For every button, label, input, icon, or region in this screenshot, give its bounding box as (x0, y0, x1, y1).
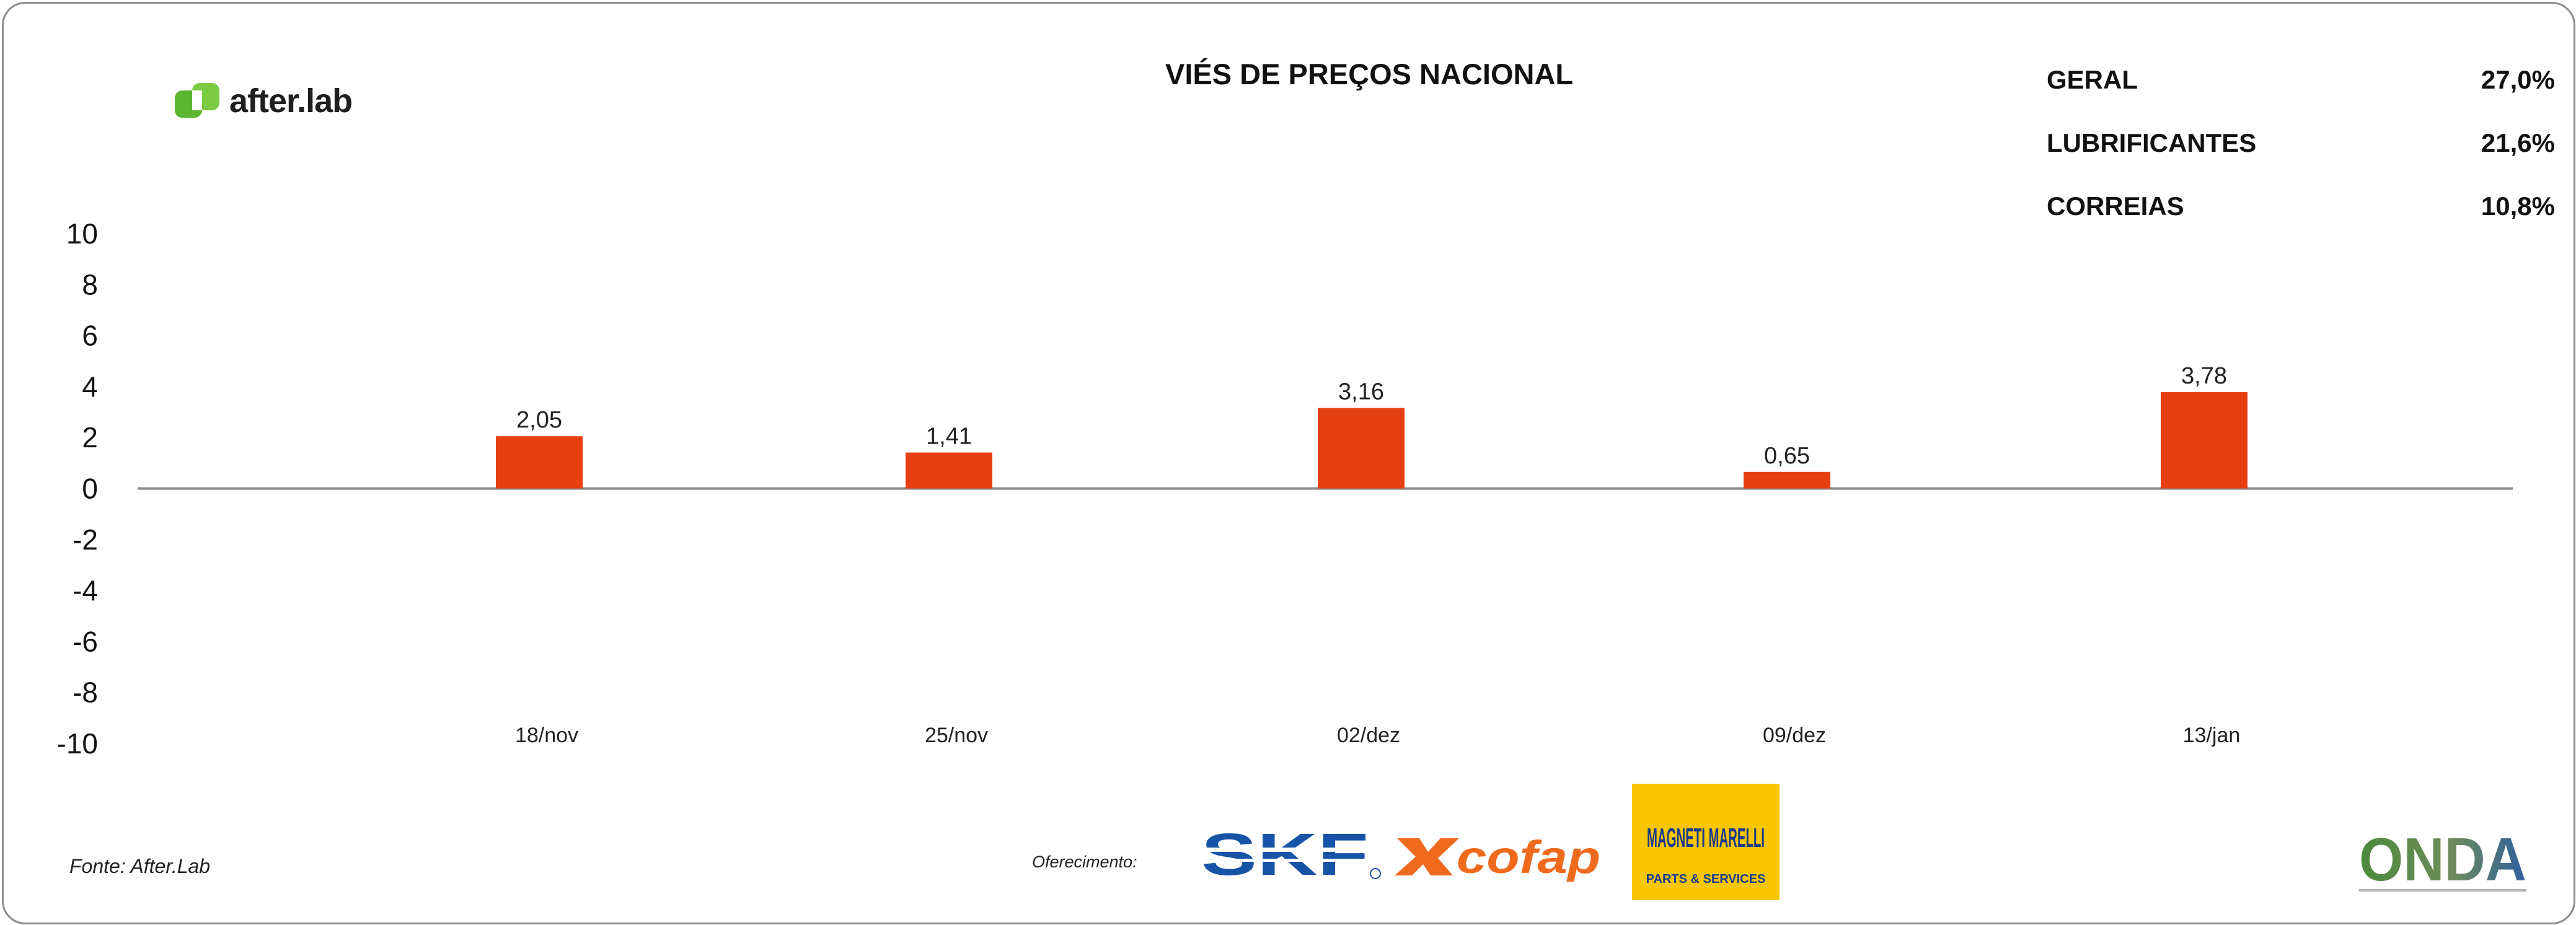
y-tick-label: -10 (57, 727, 98, 760)
stat-row-correias: CORREIAS 10,8% (2047, 175, 2555, 238)
afterlab-logo: after.lab (175, 79, 353, 123)
magneti-parts-text: PARTS & SERVICES (1646, 872, 1766, 886)
y-tick-label: -6 (73, 625, 98, 657)
cofap-logo: cofap (1395, 827, 1605, 883)
y-tick-label: -4 (73, 574, 98, 607)
magneti-marelli-logo: MAGNETI MARELLI PARTS & SERVICES (1632, 784, 1780, 900)
stat-label: GERAL (2047, 65, 2138, 94)
bar-value-label: 3,16 (1338, 379, 1384, 405)
afterlab-logo-icon (175, 82, 221, 120)
onda-logo-text: ONDA (2359, 827, 2526, 893)
y-tick-label: 4 (82, 370, 98, 403)
y-tick-label: 8 (82, 268, 98, 300)
bar-value-label: 3,78 (2181, 363, 2227, 389)
stats-panel: GERAL 27,0% LUBRIFICANTES 21,6% CORREIAS… (2047, 48, 2555, 238)
stat-label: LUBRIFICANTES (2047, 128, 2257, 157)
skf-logo: SKF (1201, 822, 1381, 888)
skf-logo-text: SKF (1201, 829, 1369, 880)
x-category-label: 13/jan (2183, 724, 2241, 747)
y-tick-label: 0 (82, 473, 98, 505)
chart-title: VIÉS DE PREÇOS NACIONAL (1165, 58, 1574, 90)
bar (1318, 408, 1405, 489)
bar-value-label: 1,41 (926, 423, 972, 449)
y-tick-label: 2 (82, 421, 98, 454)
stat-value: 10,8% (2481, 191, 2555, 221)
bar (2161, 392, 2247, 489)
cofap-logo-text: cofap (1457, 831, 1600, 882)
x-category-label: 18/nov (515, 724, 578, 747)
afterlab-logo-text: after.lab (229, 82, 353, 120)
y-tick-label: 6 (82, 320, 98, 352)
onda-logo: ONDA (2355, 825, 2535, 901)
bar-value-label: 2,05 (516, 407, 562, 433)
bar (906, 452, 992, 489)
x-category-label: 02/dez (1337, 724, 1400, 747)
source-note: Fonte: After.Lab (69, 855, 211, 877)
stat-label: CORREIAS (2047, 191, 2184, 221)
bar (496, 436, 583, 489)
bar (1744, 471, 1830, 489)
stat-value: 27,0% (2481, 65, 2555, 94)
sponsor-label: Oferecimento: (1032, 853, 1137, 871)
bar-value-label: 0,65 (1764, 443, 1810, 469)
y-tick-label: 10 (66, 217, 98, 250)
stat-row-lubrificantes: LUBRIFICANTES 21,6% (2047, 112, 2555, 175)
x-category-label: 25/nov (925, 724, 988, 747)
magneti-logo-text: MAGNETI MARELLI (1647, 823, 1765, 853)
x-category-label: 09/dez (1763, 724, 1826, 747)
stat-value: 21,6% (2481, 128, 2555, 157)
y-tick-label: -2 (73, 524, 98, 556)
y-tick-label: -8 (73, 677, 98, 709)
stat-row-geral: GERAL 27,0% (2047, 48, 2555, 112)
